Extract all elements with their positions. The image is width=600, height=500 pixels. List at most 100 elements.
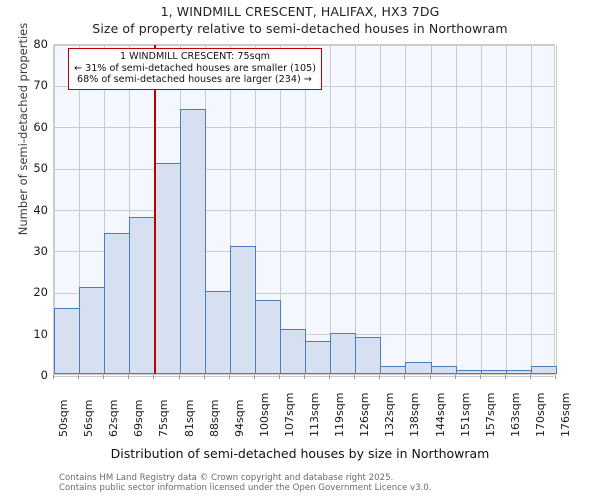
histogram-bar xyxy=(255,299,281,374)
histogram-bar xyxy=(230,245,256,374)
gridline-vertical xyxy=(230,45,231,374)
gridline-vertical xyxy=(405,45,406,374)
histogram-bar xyxy=(54,307,80,374)
x-axis-label: Distribution of semi-detached houses by … xyxy=(110,446,490,461)
x-axis-tick-mark xyxy=(204,375,205,379)
gridline-vertical xyxy=(431,45,432,374)
gridline-horizontal xyxy=(54,44,554,46)
y-axis-tick-label: 30 xyxy=(33,243,48,258)
gridline-horizontal xyxy=(54,292,554,294)
gridline-horizontal xyxy=(54,210,554,211)
gridline-vertical xyxy=(104,45,105,374)
histogram-bar xyxy=(305,340,331,374)
gridline-vertical xyxy=(255,45,256,374)
y-axis-tick-label: 20 xyxy=(33,285,48,300)
x-axis-tick-mark xyxy=(279,375,280,379)
histogram-bar xyxy=(104,233,130,374)
gridline-horizontal xyxy=(54,127,554,129)
histogram-bar xyxy=(205,291,231,374)
x-axis-tick-label: 176sqm xyxy=(559,392,572,437)
x-axis-tick-label: 119sqm xyxy=(333,392,347,437)
x-axis-tick-mark xyxy=(404,375,405,379)
x-axis-tick-mark xyxy=(329,375,330,379)
histogram-bar xyxy=(431,365,457,374)
histogram-bar xyxy=(456,369,482,374)
y-axis-ticks: 0 10 20 30 40 50 60 70 80 xyxy=(0,37,48,382)
x-axis-tick-label: 144sqm xyxy=(433,392,447,437)
x-axis-tick-label: 138sqm xyxy=(408,392,422,437)
chart-subtitle: Size of property relative to semi-detach… xyxy=(92,21,508,36)
x-axis-tick-mark xyxy=(179,375,180,379)
x-axis-tick-label: 163sqm xyxy=(508,392,522,437)
footer-attribution: Contains HM Land Registry data © Crown c… xyxy=(59,473,431,493)
y-axis-tick-label: 40 xyxy=(33,202,48,217)
x-axis-tick-mark xyxy=(153,375,154,379)
footer-line-2: Contains public sector information licen… xyxy=(59,483,432,493)
x-axis-tick-label: 132sqm xyxy=(383,392,397,437)
x-axis-tick-mark xyxy=(354,375,355,379)
x-axis-tick-label: 56sqm xyxy=(82,399,96,437)
histogram-bar xyxy=(129,216,155,374)
y-axis-tick-label: 60 xyxy=(33,119,48,134)
x-axis-tick-label: 94sqm xyxy=(232,399,246,437)
gridline-vertical xyxy=(556,45,557,374)
gridline-horizontal xyxy=(54,251,554,253)
histogram-bar xyxy=(481,369,507,374)
histogram-bar xyxy=(180,109,206,374)
gridline-vertical xyxy=(280,45,281,374)
x-axis-tick-label: 157sqm xyxy=(483,392,497,437)
property-marker-line xyxy=(154,45,156,374)
annotation-line-1: 1 WINDMILL CRESCENT: 75sqm xyxy=(119,51,270,62)
x-axis-tick-mark xyxy=(78,375,79,379)
annotation-line-3: 68% of semi-detached houses are larger (… xyxy=(77,74,312,86)
x-axis-tick-label: 126sqm xyxy=(358,392,372,437)
x-axis-tick-mark xyxy=(103,375,104,379)
gridline-vertical xyxy=(355,45,356,374)
histogram-bar xyxy=(280,328,306,374)
histogram-bar xyxy=(330,332,356,374)
x-axis-tick-label: 75sqm xyxy=(157,399,171,437)
x-axis-tick-mark xyxy=(379,375,380,379)
x-axis-tick-mark xyxy=(430,375,431,379)
x-axis-tick-label: 88sqm xyxy=(207,399,221,437)
gridline-vertical xyxy=(506,45,507,374)
histogram-bar xyxy=(380,365,406,374)
x-axis-tick-mark xyxy=(53,375,54,379)
annotation-line-2: ← 31% of semi-detached houses are smalle… xyxy=(74,62,316,74)
y-axis-tick-label: 50 xyxy=(33,161,48,176)
property-annotation-box: 1 WINDMILL CRESCENT: 75sqm ← 31% of semi… xyxy=(68,48,322,90)
gridline-vertical xyxy=(531,45,532,374)
x-axis-tick-label: 151sqm xyxy=(458,392,472,437)
y-axis-label: Number of semi-detached properties xyxy=(16,22,30,236)
histogram-bar xyxy=(355,336,381,374)
footer-line-1: Contains HM Land Registry data © Crown c… xyxy=(59,473,394,483)
gridline-horizontal xyxy=(54,168,554,170)
histogram-bar xyxy=(79,287,105,374)
histogram-bar xyxy=(154,163,181,374)
gridline-vertical xyxy=(79,45,80,374)
x-axis-tick-mark xyxy=(455,375,456,379)
gridline-vertical xyxy=(456,45,457,374)
x-axis-tick-mark xyxy=(555,375,556,379)
x-axis-tick-mark xyxy=(254,375,255,379)
x-axis-tick-mark xyxy=(128,375,129,379)
y-axis-tick-label: 70 xyxy=(33,78,48,93)
gridline-vertical xyxy=(481,45,482,374)
gridline-vertical xyxy=(129,45,130,374)
y-axis-tick-label: 10 xyxy=(33,326,48,341)
gridline-vertical xyxy=(54,45,55,374)
x-axis-tick-label: 113sqm xyxy=(308,392,321,437)
x-axis-tick-mark xyxy=(480,375,481,379)
x-axis-tick-label: 107sqm xyxy=(282,392,296,437)
gridline-vertical xyxy=(330,45,331,374)
x-axis-tick-label: 50sqm xyxy=(57,399,70,437)
x-axis-tick-label: 69sqm xyxy=(132,399,146,437)
histogram-bar xyxy=(506,369,532,374)
chart-title: 1, WINDMILL CRESCENT, HALIFAX, HX3 7DG xyxy=(160,4,440,19)
x-axis-tick-mark xyxy=(304,375,305,379)
y-axis-tick-label: 0 xyxy=(40,368,48,382)
x-axis-tick-mark xyxy=(505,375,506,379)
histogram-bar xyxy=(405,361,432,374)
x-axis-tick-label: 81sqm xyxy=(182,399,196,437)
